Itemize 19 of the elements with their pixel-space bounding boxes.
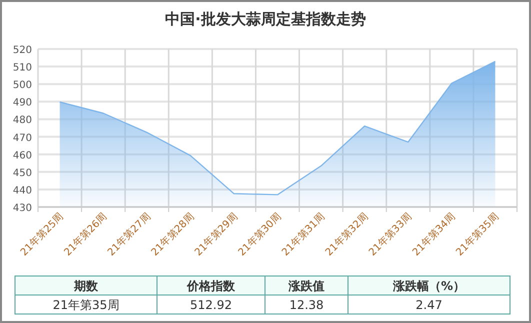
text: 12.38 — [289, 298, 324, 312]
y-tick-label: 510 — [12, 62, 32, 74]
y-tick-label: 470 — [12, 132, 32, 144]
y-tick-label: 450 — [12, 168, 32, 179]
y-tick-label: 430 — [12, 203, 32, 214]
text: 涨跌值 — [288, 279, 324, 293]
text: 涨跌幅（%） — [392, 279, 466, 293]
y-tick-label: 520 — [12, 45, 32, 56]
y-tick-label: 490 — [12, 98, 32, 109]
y-tick-label: 440 — [12, 185, 32, 196]
y-tick-label: 480 — [12, 115, 32, 126]
text: 512.92 — [190, 298, 232, 312]
text: 期数 — [73, 279, 99, 293]
text: 价格指数 — [186, 279, 236, 293]
y-tick-label: 500 — [12, 80, 32, 92]
y-tick-label: 460 — [12, 150, 32, 162]
chart-title: 中国·批发大蒜周定基指数走势 — [165, 10, 366, 28]
text: 2.47 — [416, 298, 442, 312]
text: 21年第35周 — [52, 298, 120, 312]
